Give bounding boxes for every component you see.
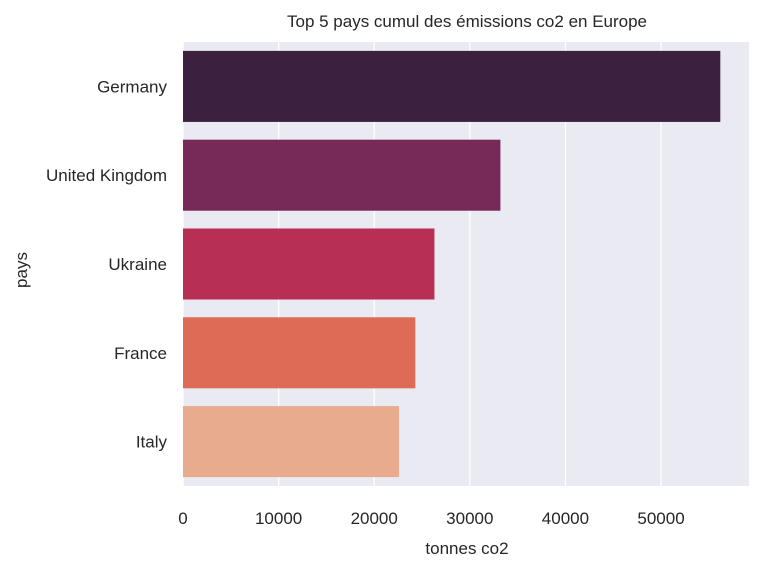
x-tick-label: 40000 [542, 509, 589, 528]
y-axis-label: pays [12, 252, 31, 288]
bar-united-kingdom [183, 139, 501, 211]
chart-title: Top 5 pays cumul des émissions co2 en Eu… [287, 12, 647, 31]
x-tick-label: 10000 [255, 509, 302, 528]
bars [183, 50, 721, 478]
y-tick-label: France [114, 344, 167, 363]
y-tick-labels: Germany United Kingdom Ukraine France Italy [46, 77, 167, 451]
bar-italy [183, 406, 400, 478]
y-tick-label: Germany [97, 77, 167, 96]
x-tick-label: 50000 [637, 509, 684, 528]
x-tick-label: 30000 [446, 509, 493, 528]
bar-germany [183, 50, 721, 122]
bar-ukraine [183, 228, 435, 300]
y-tick-label: United Kingdom [46, 166, 167, 185]
x-tick-labels: 0 10000 20000 30000 40000 50000 [178, 509, 684, 528]
x-axis-label: tonnes co2 [425, 539, 508, 558]
y-tick-label: Ukraine [108, 255, 167, 274]
x-tick-label: 20000 [351, 509, 398, 528]
bar-france [183, 317, 416, 389]
y-tick-label: Italy [136, 433, 168, 452]
x-tick-label: 0 [178, 509, 187, 528]
